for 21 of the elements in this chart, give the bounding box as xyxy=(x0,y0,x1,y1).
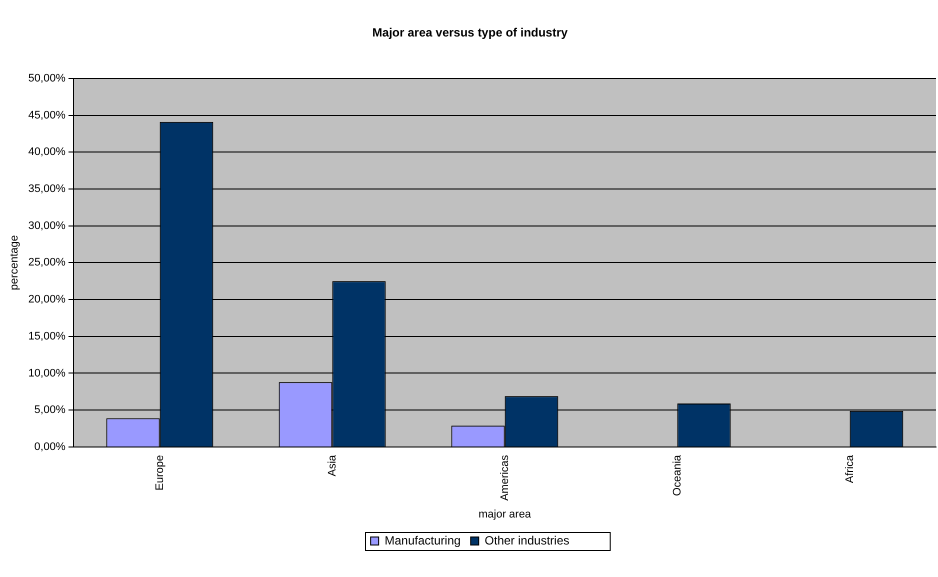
y-tick-label: 0,00% xyxy=(34,440,66,453)
y-tick-label: 25,00% xyxy=(28,256,66,269)
y-tick-label: 30,00% xyxy=(28,220,66,232)
legend-label: Other industries xyxy=(484,533,570,548)
x-tick-label: Africa xyxy=(844,454,856,484)
x-tick-label: Europe xyxy=(154,454,166,490)
y-tick-label: 35,00% xyxy=(28,183,66,195)
y-axis-title: percentage xyxy=(8,235,21,290)
y-tick-label: 40,00% xyxy=(28,146,66,158)
x-tick-label: Oceania xyxy=(671,454,684,496)
x-axis-title: major area xyxy=(478,508,532,520)
x-tick-label: Americas xyxy=(498,454,511,501)
y-tick-label: 10,00% xyxy=(28,367,66,380)
legend-label: Manufacturing xyxy=(384,533,461,548)
y-tick-label: 45,00% xyxy=(28,109,66,122)
x-tick-label: Asia xyxy=(326,454,338,476)
y-tick-label: 20,00% xyxy=(28,294,66,306)
y-tick-label: 5,00% xyxy=(34,404,66,416)
y-tick-label: 50,00% xyxy=(28,72,66,84)
chart-title: Major area versus type of industry xyxy=(372,26,568,40)
y-tick-label: 15,00% xyxy=(28,330,66,342)
